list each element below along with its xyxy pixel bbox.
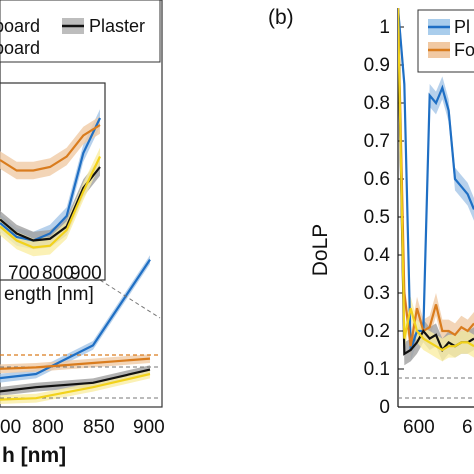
inset-band-1 <box>0 116 100 180</box>
panel-a-line-1 <box>0 357 151 370</box>
panel-b-band-1 <box>398 8 474 358</box>
panel-b-line-1 <box>398 8 474 347</box>
panel-b-ytick-label-4: 0.4 <box>364 245 391 266</box>
panel-b-ytick-label-5: 0.5 <box>364 207 390 228</box>
panel-b: (b) 0 0.1 0.2 0.3 0.4 0.5 0.6 0.7 0.8 0.9 1 DoLP 6… <box>268 6 474 438</box>
panel-b-ytick-label-6: 0.6 <box>364 169 390 190</box>
legend-a-entry-1: board <box>0 16 40 36</box>
panel-b-ytick-label-3: 0.3 <box>364 283 390 304</box>
panel-b-ytick-label-7: 0.7 <box>364 131 390 152</box>
panel-a-xtick-800: 800 <box>32 417 64 438</box>
panel-a-xtick-850: 850 <box>83 417 115 438</box>
panel-b-legend: Pl Fo <box>417 9 474 73</box>
panel-b-ytick-label-0: 0 <box>379 397 390 418</box>
panel-a-series <box>0 258 151 401</box>
panel-a-line-2 <box>0 368 151 393</box>
inset-line-1 <box>0 124 101 172</box>
panel-a-xtick-900: 900 <box>133 417 165 438</box>
inset-series <box>0 109 101 257</box>
inset-xtick-700: 700 <box>8 263 40 284</box>
panel-b-label: (b) <box>268 6 294 29</box>
panel-b-series <box>398 8 474 356</box>
panel-b-xtick-600: 600 <box>403 417 435 438</box>
panel-b-band-3 <box>398 8 474 362</box>
legend-b-entry-2: Fo <box>454 40 474 60</box>
panel-b-ylabel: DoLP <box>309 224 332 277</box>
panel-a-inset: 700 800 900 ength [nm] <box>0 82 161 319</box>
panel-b-line-3 <box>398 8 474 352</box>
inset-line-0 <box>0 117 101 242</box>
inset-xtick-900: 900 <box>70 263 102 284</box>
panel-a-xlabel: h [nm] <box>2 444 66 467</box>
panel-b-legend-box <box>417 9 474 73</box>
inset-line-2 <box>0 166 101 242</box>
panel-b-ytick-label-2: 0.2 <box>364 321 390 342</box>
panel-b-ytick-label-9: 0.9 <box>364 55 390 76</box>
panel-b-xtick-partial: 6 <box>462 417 473 438</box>
panel-b-ytick-label-8: 0.8 <box>364 93 390 114</box>
panel-b-ytick-label-10: 1 <box>379 17 390 38</box>
legend-a-entry-3: Plaster <box>89 16 145 36</box>
inset-line-3 <box>0 156 101 249</box>
inset-connector-line <box>99 279 161 319</box>
inset-lines-group <box>0 117 101 249</box>
legend-a-entry-2: board <box>0 38 40 58</box>
panel-a-axes-box <box>0 0 163 408</box>
legend-b-entry-1: Pl <box>454 17 470 37</box>
panel-b-yticks: 0 0.1 0.2 0.3 0.4 0.5 0.6 0.7 0.8 0.9 1 <box>364 17 404 418</box>
panel-a-band-3 <box>0 369 150 404</box>
panel-a: 700 800 900 ength [nm] board board Plast… <box>0 0 165 467</box>
panel-b-ytick-label-1: 0.1 <box>364 359 390 380</box>
inset-xtick-800: 800 <box>42 263 74 284</box>
inset-band-3 <box>0 147 100 257</box>
panel-a-xtick-partial: 00 <box>0 417 21 438</box>
panel-a-line-3 <box>0 372 151 401</box>
inset-xlabel: ength [nm] <box>4 284 94 305</box>
panel-a-line-0 <box>0 258 151 380</box>
panel-a-legend: board board Plaster <box>0 0 161 63</box>
panel-a-band-0 <box>0 255 150 383</box>
